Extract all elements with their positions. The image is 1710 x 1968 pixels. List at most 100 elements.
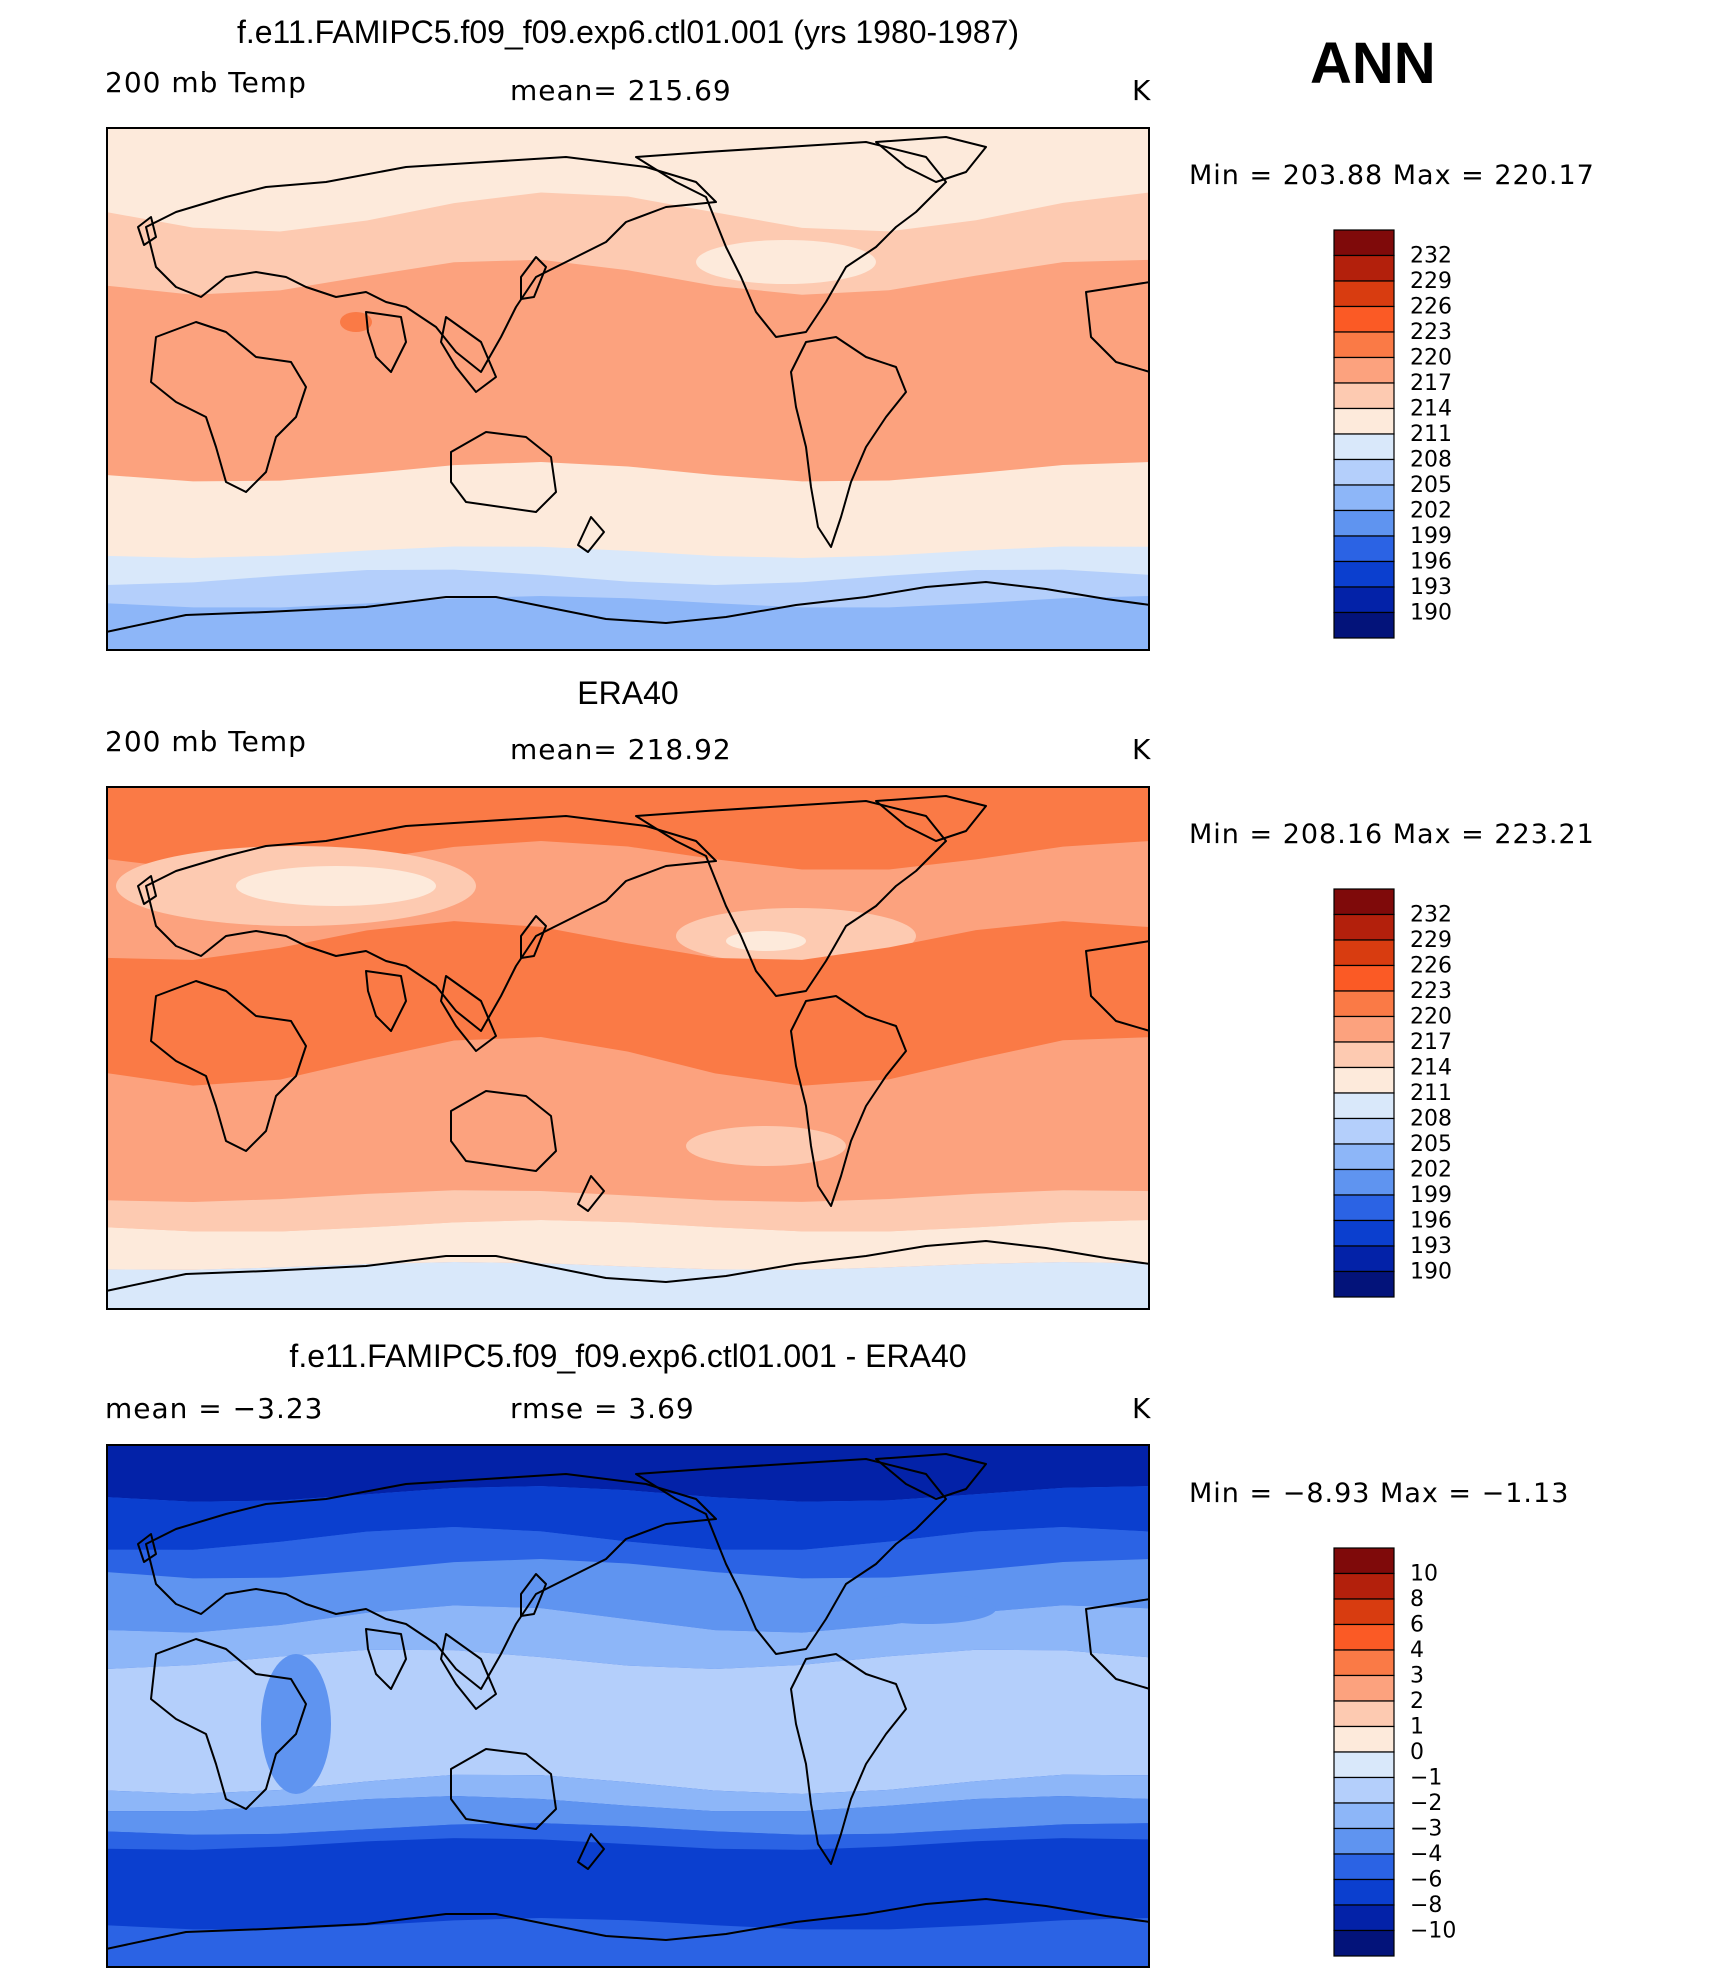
colorbar-box bbox=[1333, 484, 1395, 512]
contour-214-blob bbox=[696, 240, 876, 284]
coastline-india bbox=[365, 1628, 407, 1690]
colorbar-label: 211 bbox=[1410, 422, 1452, 447]
colorbar-box bbox=[1333, 509, 1395, 537]
coastline-africa bbox=[150, 321, 307, 493]
contour-minus3-blob-atlantic bbox=[856, 1594, 996, 1624]
colorbar-box bbox=[1333, 913, 1395, 941]
colorbar-label: 6 bbox=[1410, 1613, 1424, 1638]
colorbar-label: 196 bbox=[1410, 550, 1452, 575]
coastline-seasia bbox=[440, 975, 497, 1052]
colorbar-label: 193 bbox=[1410, 575, 1452, 600]
coastlines bbox=[106, 1453, 1150, 1968]
coastline-australia bbox=[450, 431, 557, 513]
colorbar-box bbox=[1333, 1929, 1395, 1957]
colorbar-label: 205 bbox=[1410, 1132, 1452, 1157]
colorbar-box bbox=[1333, 1245, 1395, 1273]
contour-minus2-north bbox=[106, 1605, 1150, 1669]
colorbar-label: 205 bbox=[1410, 473, 1452, 498]
panel-1-title: f.e11.FAMIPC5.f09_f09.exp6.ctl01.001 (yr… bbox=[236, 14, 1020, 50]
contour-minus1-tropics bbox=[106, 1649, 1150, 1794]
colorbar-box bbox=[1333, 229, 1395, 257]
colorbar-label: 226 bbox=[1410, 954, 1452, 979]
panel-3-unit-label: K bbox=[1132, 1392, 1152, 1425]
contour-220 bbox=[106, 259, 1150, 482]
coastlines bbox=[106, 795, 1150, 1310]
coastline-seasia bbox=[440, 1633, 497, 1710]
colorbar-label: 208 bbox=[1410, 448, 1452, 473]
colorbar-box bbox=[1333, 1904, 1395, 1932]
colorbar-box bbox=[1333, 560, 1395, 588]
contour-217-blob-south bbox=[686, 1126, 846, 1166]
coastline-uk bbox=[137, 216, 157, 246]
colorbar-label: 190 bbox=[1410, 1260, 1452, 1285]
colorbar-label: −3 bbox=[1410, 1817, 1442, 1842]
colorbar-box bbox=[1333, 458, 1395, 486]
colorbar-box bbox=[1333, 1751, 1395, 1779]
contour-208 bbox=[106, 569, 1150, 613]
coastline-africa bbox=[150, 980, 307, 1152]
colorbar-label: 193 bbox=[1410, 1234, 1452, 1259]
colorbar-label: −8 bbox=[1410, 1893, 1442, 1918]
contour-214-blob-pacific bbox=[726, 931, 806, 951]
coastline-eurasia bbox=[145, 1473, 717, 1690]
panel-3-rmse-label: rmse = 3.69 bbox=[510, 1392, 695, 1425]
coastline-greenland bbox=[875, 795, 987, 842]
contour-minus3-blob-africa bbox=[261, 1654, 331, 1794]
coastline-eurasia bbox=[145, 815, 717, 1032]
colorbar-box bbox=[1333, 1827, 1395, 1855]
coastline-africa bbox=[150, 1638, 307, 1810]
colorbar-label: 217 bbox=[1410, 371, 1452, 396]
colorbar-box bbox=[1333, 1041, 1395, 1069]
coastline-uk bbox=[137, 875, 157, 905]
coastline-nz bbox=[577, 1833, 605, 1870]
panel-1-variable-label: 200 mb Temp bbox=[105, 66, 307, 99]
colorbar-label: 217 bbox=[1410, 1030, 1452, 1055]
colorbar-label: 232 bbox=[1410, 903, 1452, 928]
colorbar-label: 223 bbox=[1410, 979, 1452, 1004]
contour-214-blob-asia bbox=[236, 866, 436, 906]
panel-2-title: ERA40 bbox=[577, 675, 679, 711]
colorbar-label: 8 bbox=[1410, 1587, 1424, 1612]
coastline-namerica bbox=[635, 800, 947, 997]
colorbar-box bbox=[1333, 1853, 1395, 1881]
colorbar-label: 214 bbox=[1410, 1056, 1452, 1081]
coastline-nz bbox=[577, 1175, 605, 1212]
colorbar-label: −1 bbox=[1410, 1766, 1442, 1791]
colorbar-box bbox=[1333, 331, 1395, 359]
coastline-antarctica bbox=[106, 1898, 1150, 1968]
colorbar-box bbox=[1333, 1572, 1395, 1600]
colorbar-box bbox=[1333, 1878, 1395, 1906]
colorbar-label: 202 bbox=[1410, 1158, 1452, 1183]
colorbar-label: 199 bbox=[1410, 1183, 1452, 1208]
colorbar-box bbox=[1333, 1168, 1395, 1196]
contour-minus3-south bbox=[106, 1796, 1150, 1835]
colorbar-box bbox=[1333, 1194, 1395, 1222]
coastline-japan bbox=[520, 256, 547, 300]
coastline-seasia bbox=[440, 316, 497, 393]
contour-211-south bbox=[106, 1262, 1150, 1310]
colorbar-box bbox=[1333, 1700, 1395, 1728]
contour-217-south bbox=[106, 1190, 1150, 1232]
map-frame bbox=[106, 127, 1150, 651]
coastline-japan bbox=[520, 915, 547, 959]
coastline-antarctica bbox=[106, 1240, 1150, 1310]
panel-1-colorbar: 2322292262232202172142112082052021991961… bbox=[1333, 229, 1452, 639]
coastline-samerica bbox=[790, 1653, 907, 1865]
contour-minus2-south bbox=[106, 1774, 1150, 1812]
contour-223-blob bbox=[340, 312, 372, 332]
colorbar-box bbox=[1333, 305, 1395, 333]
colorbar-label: 2 bbox=[1410, 1689, 1424, 1714]
contour-214-south bbox=[106, 1220, 1150, 1270]
colorbar-box bbox=[1333, 1802, 1395, 1830]
coastline-namerica bbox=[635, 1458, 947, 1655]
coastline-antarctica bbox=[106, 581, 1150, 651]
coastline-greenland bbox=[875, 1453, 987, 1500]
colorbar-box bbox=[1333, 280, 1395, 308]
colorbar-box bbox=[1333, 1776, 1395, 1804]
coastline-samerica bbox=[790, 995, 907, 1207]
panel-1-mean-label: mean= 215.69 bbox=[510, 74, 732, 107]
colorbar-label: 223 bbox=[1410, 320, 1452, 345]
colorbar-box bbox=[1333, 964, 1395, 992]
panel-2-map bbox=[106, 786, 1150, 1310]
